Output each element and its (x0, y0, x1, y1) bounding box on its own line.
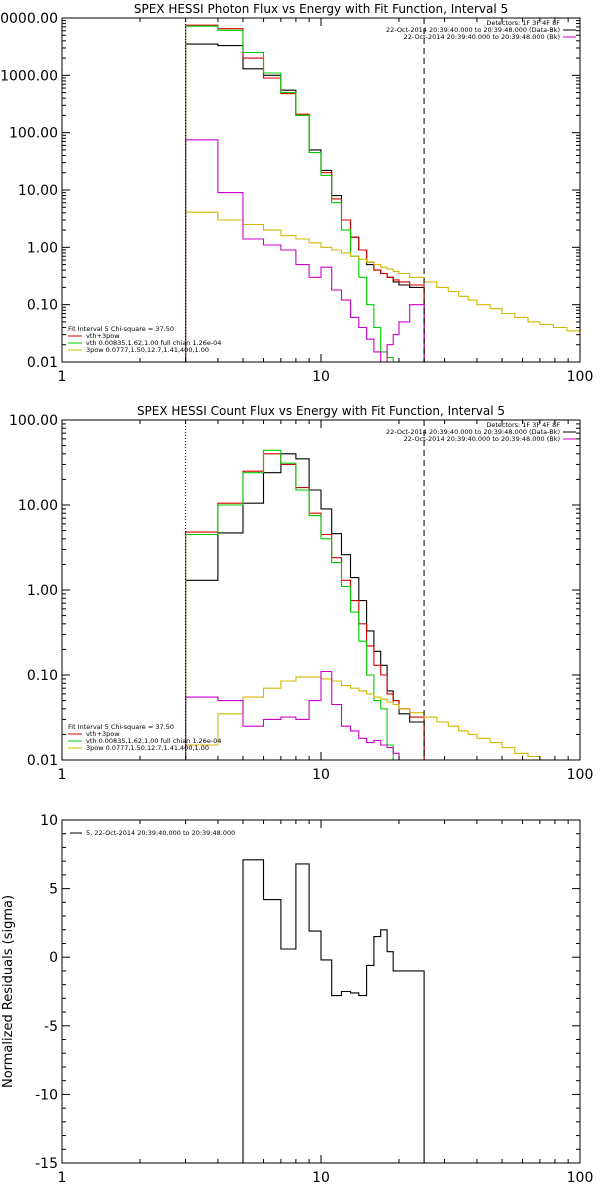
y-tick-label: 1.00 (27, 583, 58, 599)
chart-title: SPEX HESSI Count Flux vs Energy with Fit… (137, 404, 505, 418)
series-background-line (185, 139, 425, 363)
x-tick-label: 1 (58, 369, 67, 385)
x-tick-label: 1 (58, 1170, 67, 1186)
series-background-line (185, 670, 425, 761)
series-vth-line (185, 25, 425, 363)
plot-frame (61, 419, 581, 761)
y-tick-label: 0.10 (27, 668, 58, 684)
series-vth-line (185, 449, 425, 761)
y-tick-label: 0.10 (27, 298, 58, 314)
series-3pow-line (185, 676, 567, 761)
series-group (185, 859, 425, 1164)
header-line: Detectors: 1F 3F 4F 8F (486, 421, 560, 429)
y-axis: 100.00 10.00 1.00 0.10 0.01 (9, 413, 580, 769)
legend-entry: vth 0.00835,1.62,1.00 full chian 1.26e-0… (86, 737, 221, 745)
series-fit-total-line (185, 24, 425, 362)
legend-entry: 3pow 0.0777,1.50,12.7,1.41,400,1.00 (86, 744, 209, 752)
header-line: 22-Oct-2014 20:39:40.000 to 20:39:48.000… (404, 33, 560, 41)
header-line: 22-Oct-2014 20:39:40.000 to 20:39:48.000… (386, 26, 560, 34)
y-tick-label: 10.00 (18, 183, 58, 199)
y-tick-label: 10.00 (18, 498, 58, 514)
legend-entry: Fit Interval 5 Chi-square = 37.50 (68, 325, 174, 333)
y-tick-label: 100.00 (9, 126, 58, 142)
y-axis: 10 5 0 -5 -10 -15 (35, 813, 580, 1172)
y-tick-label: 1000.00 (0, 68, 58, 84)
legend-entry: 3pow 0.0777,1.50,12.7,1.41,400,1.00 (86, 346, 209, 354)
x-tick-label: 100 (567, 767, 594, 783)
series-residuals-line (185, 859, 425, 1164)
series-data-line (185, 43, 425, 362)
y-tick-label: 10 (40, 813, 58, 829)
chart-panel-3: 1 10 100 10 5 0 -5 -10 -15 Normalized Residuals (… (1, 813, 593, 1186)
x-tick-label: 1 (58, 767, 67, 783)
series-group (185, 449, 567, 761)
x-tick-label: 100 (567, 1170, 594, 1186)
chart-title: SPEX HESSI Photon Flux vs Energy with Fi… (134, 2, 508, 16)
x-axis: 1 10 100 (58, 420, 594, 783)
header-line: 22-Oct-2014 20:39:40.000 to 20:39:48.000… (404, 435, 560, 443)
y-tick-label: 1.00 (27, 240, 58, 256)
chart-panel-1: SPEX HESSI Photon Flux vs Energy with Fi… (0, 2, 593, 385)
plot-frame (61, 819, 581, 1164)
x-tick-label: 100 (567, 369, 594, 385)
y-axis-label: Normalized Residuals (sigma) (1, 895, 16, 1088)
x-tick-label: 10 (312, 1170, 330, 1186)
header-line: 22-Oct-2014 20:39:40.000 to 20:39:48.000… (386, 428, 560, 436)
y-tick-label: 5 (49, 882, 58, 898)
series-3pow-line (185, 211, 580, 362)
y-tick-label: -15 (35, 1156, 58, 1172)
x-axis: 1 10 100 (58, 820, 594, 1186)
x-axis: 1 10 100 (58, 18, 594, 385)
y-tick-label: 0 (49, 950, 58, 966)
y-tick-label: 100.00 (9, 413, 58, 429)
series-group (185, 24, 580, 363)
y-tick-label: 0.01 (27, 753, 58, 769)
y-tick-label: 0.01 (27, 355, 58, 371)
y-tick-label: -10 (35, 1087, 58, 1103)
legend-entry: vth+3pow (86, 730, 120, 738)
x-tick-label: 10 (312, 369, 330, 385)
legend-entry: Fit Interval 5 Chi-square = 37.50 (68, 723, 174, 731)
legend-entry: 5, 22-Oct-2014 20:39:40.000 to 20:39:48.… (86, 829, 235, 837)
legend-entry: vth+3pow (86, 332, 120, 340)
legend-entry: vth 0.00835,1.62,1.00 full chian 1.26e-0… (86, 339, 221, 347)
x-tick-label: 10 (312, 767, 330, 783)
header-line: Detectors: 1F 3F 4F 8F (486, 19, 560, 27)
y-tick-label: -5 (44, 1019, 58, 1035)
chart-panel-2: SPEX HESSI Count Flux vs Energy with Fit… (9, 404, 593, 783)
